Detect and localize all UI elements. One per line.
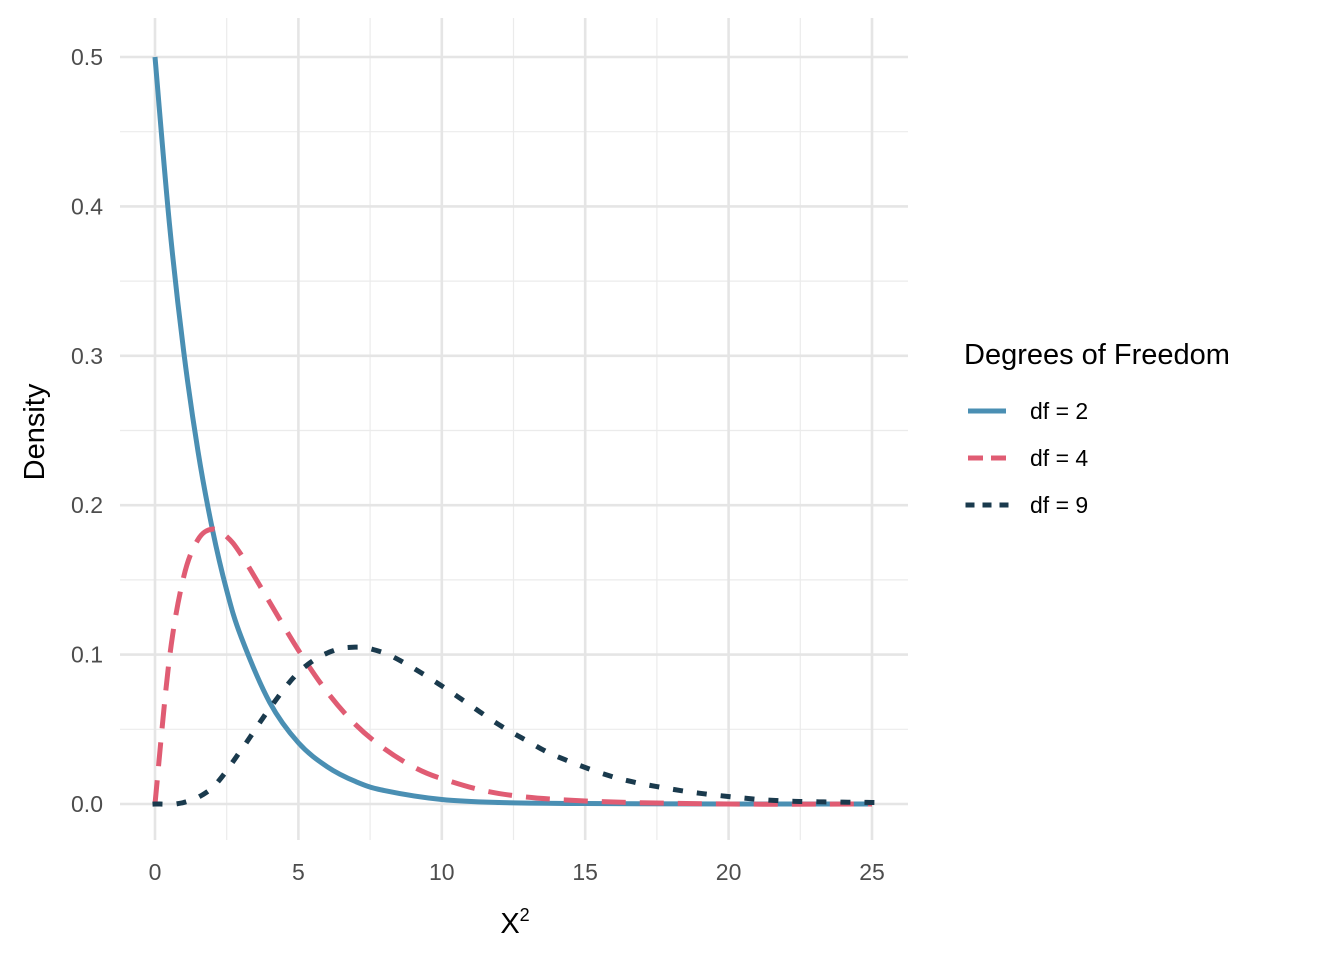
- x-tick-label: 0: [149, 859, 162, 885]
- legend-label-2: df = 4: [1030, 445, 1088, 471]
- x-axis-title: X2: [500, 905, 529, 940]
- legend-label-1: df = 2: [1030, 398, 1088, 424]
- y-axis-title: Density: [19, 383, 51, 480]
- legend: Degrees of Freedom df = 2 df = 4 df = 9: [964, 339, 1230, 518]
- y-tick-label: 0.2: [71, 492, 103, 518]
- series-lines: [152, 56, 875, 807]
- y-tick-label: 0.0: [71, 791, 103, 817]
- legend-title: Degrees of Freedom: [964, 339, 1230, 371]
- x-tick-label: 20: [716, 859, 742, 885]
- x-axis-tick-labels: 0 5 10 15 20 25: [149, 859, 885, 885]
- y-tick-label: 0.1: [71, 642, 103, 668]
- x-tick-label: 5: [292, 859, 305, 885]
- y-tick-label: 0.5: [71, 44, 103, 70]
- x-tick-label: 15: [572, 859, 598, 885]
- x-tick-label: 25: [859, 859, 885, 885]
- legend-items: df = 2 df = 4 df = 9: [965, 398, 1088, 518]
- y-tick-label: 0.4: [71, 193, 103, 219]
- legend-label-3: df = 9: [1030, 492, 1088, 518]
- series-line-1: [152, 56, 873, 807]
- y-axis-tick-labels: 0.0 0.1 0.2 0.3 0.4 0.5: [71, 44, 103, 817]
- x-tick-label: 10: [429, 859, 455, 885]
- y-tick-label: 0.3: [71, 343, 103, 369]
- minor-gridlines: [120, 18, 908, 840]
- series-line-2: [152, 526, 873, 807]
